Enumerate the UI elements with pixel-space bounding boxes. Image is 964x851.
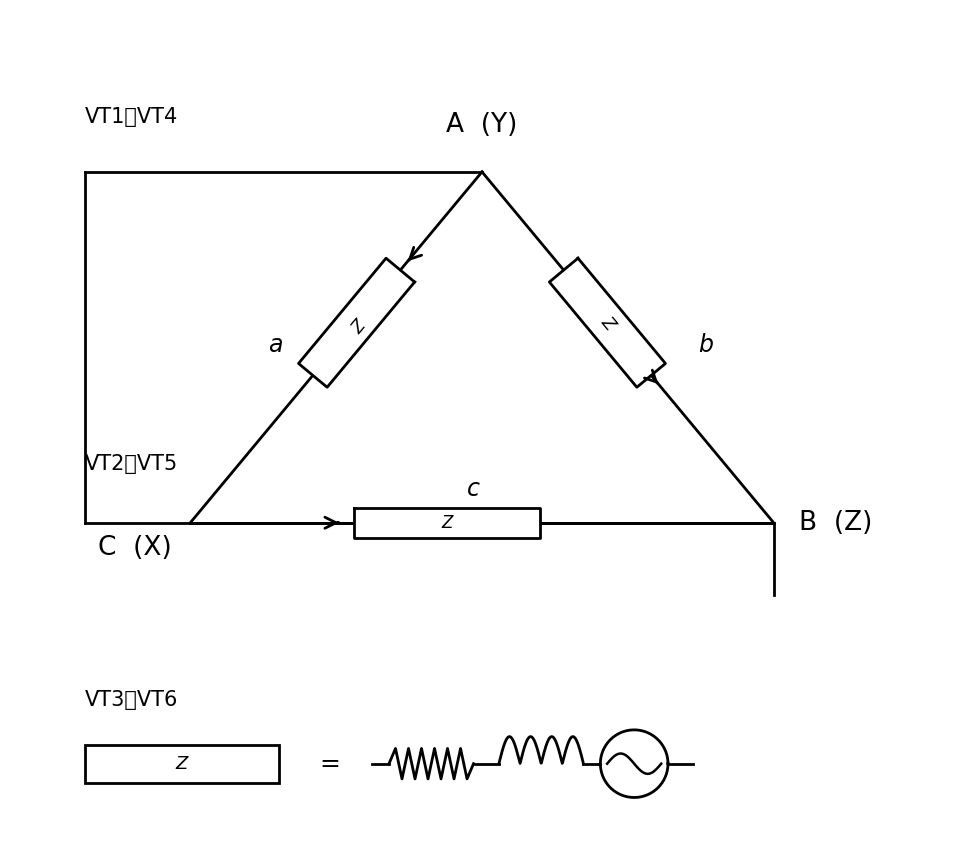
Polygon shape bbox=[299, 258, 415, 387]
Text: a: a bbox=[268, 334, 282, 357]
Text: Z: Z bbox=[597, 312, 618, 333]
Text: c: c bbox=[467, 477, 480, 501]
Text: A  (Y): A (Y) bbox=[446, 112, 518, 139]
Bar bbox=[85, 745, 280, 783]
Text: Z: Z bbox=[175, 755, 188, 773]
Text: Z: Z bbox=[442, 514, 453, 532]
Text: VT3、VT6: VT3、VT6 bbox=[85, 690, 178, 711]
Polygon shape bbox=[549, 258, 665, 387]
Text: B  (Z): B (Z) bbox=[799, 510, 872, 536]
Text: VT2、VT5: VT2、VT5 bbox=[85, 454, 178, 473]
Text: C  (X): C (X) bbox=[98, 535, 173, 561]
Text: VT1、VT4: VT1、VT4 bbox=[85, 107, 178, 127]
Text: b: b bbox=[699, 334, 713, 357]
Text: Z: Z bbox=[346, 312, 367, 333]
Polygon shape bbox=[354, 507, 541, 538]
Text: =: = bbox=[319, 751, 340, 775]
